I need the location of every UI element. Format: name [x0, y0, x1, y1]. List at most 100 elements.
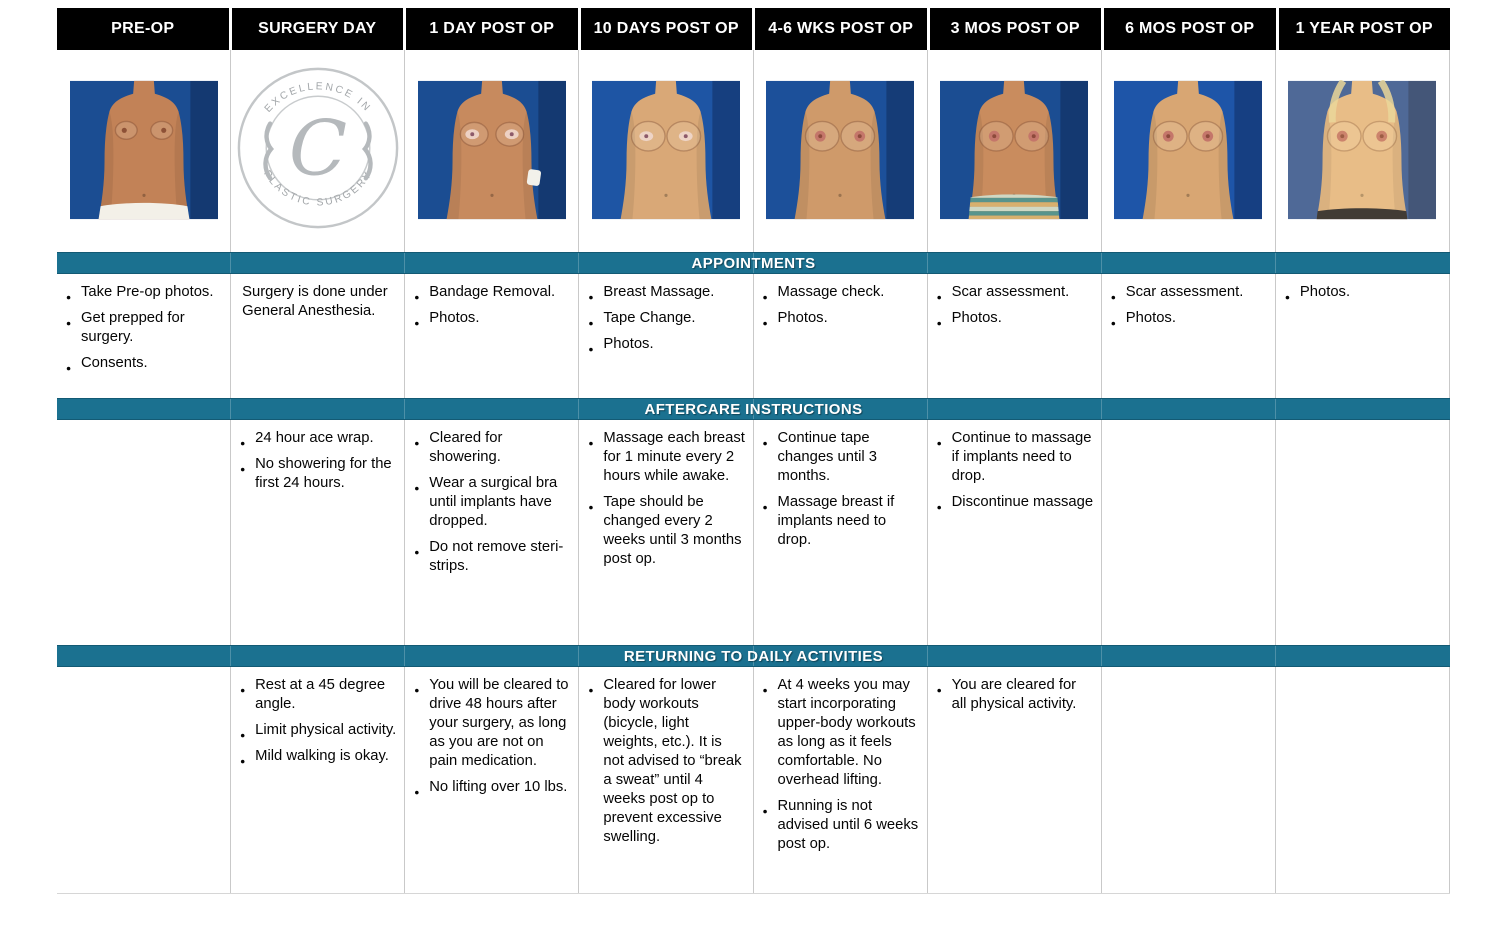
activities-cell — [1102, 667, 1276, 893]
instruction-item: Massage each breast for 1 minute every 2… — [588, 429, 745, 486]
banner-column-separators — [57, 253, 1450, 273]
activities-banner: RETURNING TO DAILY ACTIVITIES — [57, 645, 1450, 667]
appointments-cell-list: Take Pre-op photos.Get prepped for surge… — [66, 283, 223, 378]
column-header: 1 YEAR POST OP — [1278, 8, 1450, 50]
recovery-timeline-table: PRE-OP SURGERY DAY 1 DAY POST OP 10 DAYS PO… — [57, 8, 1450, 894]
instruction-item: Breast Massage. — [588, 283, 745, 307]
instruction-item: Photos. — [937, 309, 1094, 333]
patient-photo-cell — [754, 50, 928, 252]
appointments-cell-list: Photos. — [1285, 283, 1442, 307]
column-header: 10 DAYS POST OP — [580, 8, 752, 50]
instruction-item: Photos. — [1285, 283, 1442, 307]
aftercare-row: 24 hour ace wrap.No showering for the fi… — [57, 420, 1450, 645]
instruction-item: Scar assessment. — [937, 283, 1094, 307]
banner-column-separators — [57, 399, 1450, 419]
instruction-item: Cleared for showering. — [414, 429, 571, 467]
aftercare-cell-list: Continue to massage if implants need to … — [937, 429, 1094, 517]
appointments-cell-list: Scar assessment.Photos. — [1111, 283, 1268, 333]
instruction-item: Tape should be changed every 2 weeks unt… — [588, 493, 745, 569]
appointments-cell: Take Pre-op photos.Get prepped for surge… — [57, 274, 232, 398]
instruction-item: Do not remove steri-strips. — [414, 538, 571, 576]
appointments-cell: Surgery is done under General Anesthesia… — [231, 274, 406, 398]
instruction-item: Mild walking is okay. — [240, 747, 397, 771]
instruction-item: Photos. — [763, 309, 920, 333]
appointments-cell-list: Breast Massage.Tape Change.Photos. — [588, 283, 745, 359]
appointments-banner-label: APPOINTMENTS — [691, 254, 816, 272]
aftercare-cell — [1276, 420, 1450, 645]
appointments-cell-list: Massage check.Photos. — [763, 283, 920, 333]
instruction-item: Running is not advised until 6 weeks pos… — [763, 797, 920, 854]
clinic-logo: EXCELLENCE IN PLASTIC SURGERY C — [237, 67, 399, 229]
aftercare-cell-list: Cleared for showering. Wear a surgical br… — [414, 429, 571, 576]
instruction-item: You are cleared for all physical activit… — [937, 676, 1094, 714]
appointments-cell: Scar assessment.Photos. — [1102, 274, 1276, 398]
patient-photo-illustration — [1288, 80, 1437, 220]
appointments-cell: Bandage Removal.Photos. — [405, 274, 580, 398]
instruction-item: 24 hour ace wrap. — [240, 429, 397, 453]
patient-photo-illustration — [940, 80, 1089, 220]
aftercare-cell: Cleared for showering. Wear a surgical br… — [405, 420, 580, 645]
instruction-item: No showering for the first 24 hours. — [240, 455, 397, 493]
appointments-cell: Scar assessment.Photos. — [928, 274, 1102, 398]
activities-banner-label: RETURNING TO DAILY ACTIVITIES — [623, 647, 884, 665]
instruction-item: Photos. — [414, 309, 571, 333]
appointments-cell: Photos. — [1276, 274, 1450, 398]
instruction-item: Surgery is done under General Anesthesia… — [242, 284, 388, 319]
patient-photo-cell — [405, 50, 580, 252]
activities-cell-list: At 4 weeks you may start incorporating u… — [763, 676, 920, 854]
column-header: SURGERY DAY — [231, 8, 403, 50]
instruction-item: Cleared for lower body workouts (bicycle… — [588, 676, 745, 847]
appointments-banner: APPOINTMENTS — [57, 252, 1450, 274]
instruction-item: No lifting over 10 lbs. — [414, 778, 571, 802]
instruction-item: Discontinue massage — [937, 493, 1094, 517]
patient-photo-cell — [1276, 50, 1450, 252]
instruction-item: Massage check. — [763, 283, 920, 307]
activities-cell — [1276, 667, 1450, 893]
patient-photo-illustration — [69, 80, 218, 220]
instruction-item: Continue tape changes until 3 months. — [763, 429, 920, 486]
appointments-cell-list: Scar assessment.Photos. — [937, 283, 1094, 333]
column-header: 6 MOS POST OP — [1104, 8, 1276, 50]
clinic-logo-cell: EXCELLENCE IN PLASTIC SURGERY C — [231, 50, 406, 252]
aftercare-cell: Continue to massage if implants need to … — [928, 420, 1102, 645]
activities-cell — [57, 667, 232, 893]
aftercare-cell-list: Continue tape changes until 3 months. Mas… — [763, 429, 920, 550]
instruction-item: Rest at a 45 degree angle. — [240, 676, 397, 714]
instruction-item: Bandage Removal. — [414, 283, 571, 307]
patient-photo-illustration — [417, 80, 566, 220]
aftercare-banner-label: AFTERCARE INSTRUCTIONS — [644, 400, 863, 418]
column-header: 1 DAY POST OP — [406, 8, 578, 50]
instruction-item: Wear a surgical bra until implants have … — [414, 474, 571, 531]
activities-cell-list: Cleared for lower body workouts (bicycle… — [588, 676, 745, 847]
activities-row: Rest at a 45 degree angle. Limit physical… — [57, 667, 1450, 894]
column-header: 3 MOS POST OP — [929, 8, 1101, 50]
patient-photo-illustration — [591, 80, 740, 220]
activities-cell: At 4 weeks you may start incorporating u… — [754, 667, 928, 893]
patient-photo-illustration — [1114, 80, 1263, 220]
appointments-cell-list: Bandage Removal.Photos. — [414, 283, 571, 333]
patient-photo-cell — [928, 50, 1102, 252]
instruction-item: Massage breast if implants need to drop. — [763, 493, 920, 550]
instruction-item: Continue to massage if implants need to … — [937, 429, 1094, 486]
instruction-item: Limit physical activity. — [240, 721, 397, 745]
appointments-cell-list: Surgery is done under General Anesthesia… — [240, 283, 397, 321]
instruction-item: Get prepped for surgery. — [66, 309, 223, 347]
aftercare-banner: AFTERCARE INSTRUCTIONS — [57, 398, 1450, 420]
instruction-item: You will be cleared to drive 48 hours af… — [414, 676, 571, 771]
banner-column-separators — [57, 646, 1450, 666]
activities-cell-list: You are cleared for all physical activit… — [937, 676, 1094, 714]
activities-cell: Cleared for lower body workouts (bicycle… — [579, 667, 754, 893]
patient-photo-cell — [579, 50, 754, 252]
instruction-item: Consents. — [66, 354, 223, 378]
svg-text:C: C — [289, 103, 347, 192]
patient-photo-cell — [1102, 50, 1276, 252]
activities-cell: Rest at a 45 degree angle. Limit physical… — [231, 667, 406, 893]
activities-cell: You will be cleared to drive 48 hours af… — [405, 667, 580, 893]
aftercare-cell-list: 24 hour ace wrap.No showering for the fi… — [240, 429, 397, 493]
instruction-item: Scar assessment. — [1111, 283, 1268, 307]
instruction-item: Take Pre-op photos. — [66, 283, 223, 307]
column-header: PRE-OP — [57, 8, 229, 50]
activities-cell-list: Rest at a 45 degree angle. Limit physical… — [240, 676, 397, 771]
stage-photo-row: EXCELLENCE IN PLASTIC SURGERY C — [57, 50, 1450, 252]
